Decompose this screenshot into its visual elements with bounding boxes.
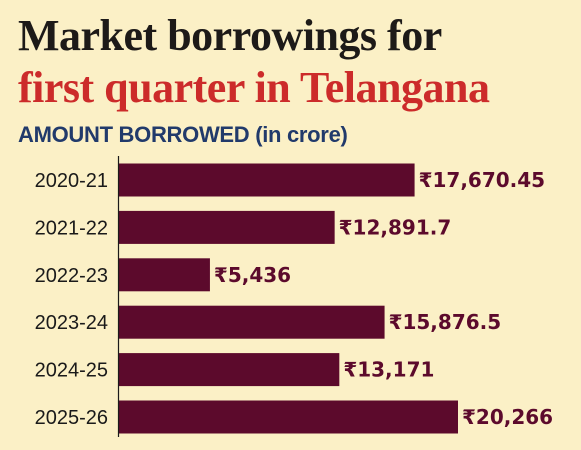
bar-2024-25 xyxy=(119,353,340,387)
value-label: ₹13,171 xyxy=(343,358,434,382)
category-label: 2021-22 xyxy=(35,217,108,239)
value-label: ₹12,891.7 xyxy=(339,215,452,239)
bar-2020-21 xyxy=(119,163,415,197)
category-label: 2020-21 xyxy=(35,170,108,192)
subtitle-main: AMOUNT BORROWED xyxy=(18,122,250,147)
chart-title-line1: Market borrowings for xyxy=(18,11,442,60)
value-label: ₹5,436 xyxy=(214,263,291,287)
value-label: ₹15,876.5 xyxy=(389,310,502,334)
category-label: 2025-26 xyxy=(35,407,108,429)
value-label: ₹20,266 xyxy=(462,405,553,429)
subtitle-unit: (in crore) xyxy=(255,122,348,147)
category-label: 2023-24 xyxy=(35,312,108,334)
category-label: 2022-23 xyxy=(35,265,108,287)
bar-2022-23 xyxy=(119,258,210,292)
chart-subtitle: AMOUNT BORROWED (in crore) xyxy=(18,124,348,146)
bar-2021-22 xyxy=(119,210,335,244)
bar-2023-24 xyxy=(119,305,385,339)
bar-2025-26 xyxy=(119,400,458,434)
chart-title-line2: first quarter in Telangana xyxy=(18,63,490,112)
category-label: 2024-25 xyxy=(35,360,108,382)
value-label: ₹17,670.45 xyxy=(419,168,546,192)
